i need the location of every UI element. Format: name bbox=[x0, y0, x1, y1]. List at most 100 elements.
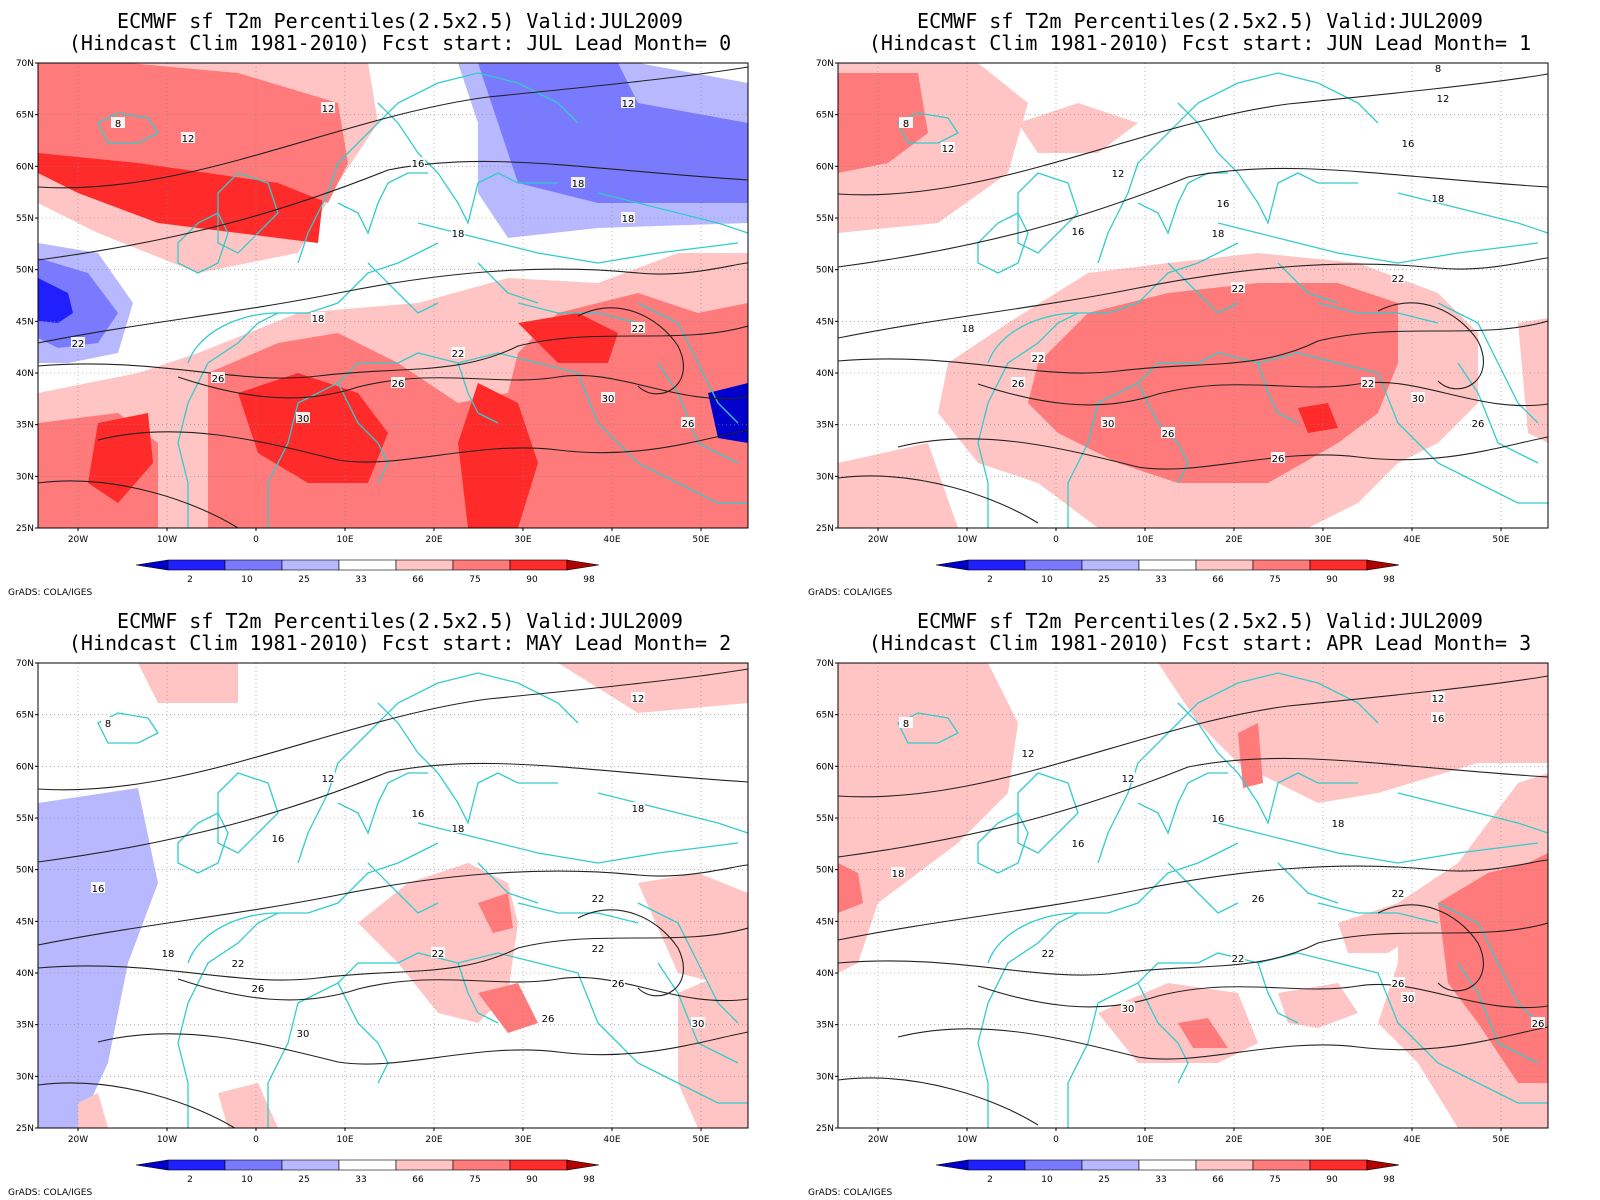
colorbar-label: 33 bbox=[355, 575, 366, 585]
colorbar-segment bbox=[338, 559, 397, 571]
coastline bbox=[597, 192, 748, 234]
lat-tick-label: 55N bbox=[16, 214, 34, 224]
contour-label-bg bbox=[1011, 377, 1025, 388]
map-panel-lead-1: ECMWF sf T2m Percentiles(2.5x2.5) Valid:… bbox=[800, 0, 1600, 600]
lon-tick-label: 40E bbox=[1403, 535, 1420, 545]
contour-label-bg bbox=[391, 377, 405, 388]
contour-layer bbox=[838, 73, 1548, 524]
contour-label: 12 bbox=[1112, 169, 1125, 180]
colorbar-segment bbox=[1309, 1159, 1368, 1171]
contour-label: 18 bbox=[1332, 819, 1345, 830]
lat-tick-label: 65N bbox=[816, 711, 834, 721]
colorbar-segment bbox=[281, 1159, 340, 1171]
lat-tick-label: 70N bbox=[816, 659, 834, 669]
contour-labels: 8 8 12 12 12 16 16 16 18 18 18 22 22 22 22 26 26 26 26 30 30 bbox=[899, 63, 1485, 465]
colorbar-label: 2 bbox=[187, 1175, 193, 1185]
isotherm-line bbox=[38, 66, 748, 189]
coastline bbox=[217, 172, 279, 254]
isotherm-line bbox=[38, 480, 239, 528]
coastline bbox=[1167, 862, 1239, 914]
map-canvas: 8 12 12 12 16 18 18 18 18 22 22 22 26 26 26 30 30 70N 65N 6… bbox=[16, 59, 749, 585]
contour-layer bbox=[38, 66, 748, 528]
lat-tick-label: 25N bbox=[816, 524, 834, 534]
contour-label: 22 bbox=[632, 324, 645, 335]
percentile-shading bbox=[1018, 103, 1138, 153]
contour-label-bg bbox=[296, 412, 310, 423]
contour-label-bg bbox=[591, 892, 605, 903]
coastline bbox=[377, 702, 558, 825]
colorbar-segment bbox=[338, 1159, 397, 1171]
contour-label: 16 bbox=[1212, 814, 1225, 825]
isotherm-line bbox=[977, 381, 1548, 407]
contour-label-bg bbox=[1391, 887, 1405, 898]
lon-tick-label: 30E bbox=[1314, 1135, 1331, 1145]
contour-label-bg bbox=[1411, 392, 1425, 403]
map-area: 8 12 12 12 16 16 16 18 18 22 22 22 26 26 26 30 30 bbox=[838, 663, 1548, 1128]
colorbar: 2 10 25 33 66 75 90 98 bbox=[135, 559, 600, 585]
contour-label-bg bbox=[621, 97, 635, 108]
coastline bbox=[1217, 222, 1539, 264]
coastline bbox=[217, 772, 279, 854]
colorbar-label: 75 bbox=[469, 1175, 480, 1185]
colorbar-segment bbox=[281, 559, 340, 571]
contour-label: 22 bbox=[1362, 379, 1375, 390]
coastline bbox=[1017, 172, 1079, 254]
contour-label: 12 bbox=[1122, 774, 1135, 785]
contour-label-bg bbox=[91, 882, 105, 893]
lon-tick-label: 20E bbox=[1225, 1135, 1242, 1145]
isotherm-line bbox=[897, 1026, 1548, 1060]
contour-label: 30 bbox=[1102, 419, 1115, 430]
colorbar-arrow-high bbox=[566, 559, 600, 571]
coastline bbox=[477, 862, 539, 904]
contour-label-bg bbox=[899, 117, 913, 128]
contour-label: 26 bbox=[1392, 979, 1405, 990]
colorbar-segment bbox=[395, 1159, 454, 1171]
isotherm-line bbox=[838, 475, 1039, 524]
colorbar-segment bbox=[967, 1159, 1026, 1171]
colorbar-segment bbox=[1024, 559, 1083, 571]
colorbar-label: 10 bbox=[1041, 575, 1053, 585]
credit-label: GrADS: COLA/IGES bbox=[808, 588, 893, 598]
contour-label-bg bbox=[1391, 977, 1405, 988]
lat-tick-label: 50N bbox=[816, 866, 834, 876]
contour-label-bg bbox=[631, 322, 645, 333]
contour-label-bg bbox=[1211, 812, 1225, 823]
lat-tick-label: 60N bbox=[816, 762, 834, 772]
isotherm-line bbox=[838, 922, 1548, 976]
contour-label: 16 bbox=[92, 884, 105, 895]
contour-label: 26 bbox=[1532, 1019, 1545, 1030]
colorbar-label: 98 bbox=[1383, 1175, 1395, 1185]
colorbar-arrow-high bbox=[1366, 559, 1400, 571]
colorbar-segment bbox=[1024, 1159, 1083, 1171]
lat-tick-label: 60N bbox=[16, 762, 34, 772]
contour-label-bg bbox=[891, 867, 905, 878]
lon-tick-label: 10E bbox=[1136, 535, 1153, 545]
contour-label: 22 bbox=[592, 894, 605, 905]
panel-title: ECMWF sf T2m Percentiles(2.5x2.5) Valid:… bbox=[917, 9, 1483, 33]
coastline bbox=[97, 112, 159, 144]
contour-label: 30 bbox=[692, 1019, 705, 1030]
shading-layer bbox=[38, 63, 748, 528]
percentile-shading bbox=[838, 663, 1018, 973]
coastline bbox=[177, 842, 439, 1128]
contour-label: 30 bbox=[1412, 394, 1425, 405]
contour-label: 30 bbox=[297, 414, 310, 425]
lon-tick-label: 40E bbox=[1403, 1135, 1420, 1145]
contour-label-bg bbox=[321, 772, 335, 783]
contour-label: 18 bbox=[892, 869, 905, 880]
isotherm-line bbox=[97, 429, 748, 463]
lon-tick-label: 40E bbox=[603, 1135, 620, 1145]
panel-subtitle: (Hindcast Clim 1981-2010) Fcst start: AP… bbox=[868, 631, 1532, 655]
panel-subtitle: (Hindcast Clim 1981-2010) Fcst start: JU… bbox=[68, 31, 732, 55]
isotherm-line bbox=[177, 374, 748, 400]
contour-label: 18 bbox=[452, 824, 465, 835]
colorbar-label: 66 bbox=[1212, 1175, 1224, 1185]
lat-tick-label: 35N bbox=[816, 1021, 834, 1031]
contour-label-bg bbox=[451, 822, 465, 833]
colorbar-segment bbox=[452, 1159, 511, 1171]
lat-tick-label: 35N bbox=[16, 421, 34, 431]
coastline bbox=[177, 242, 439, 528]
coastline bbox=[987, 912, 1079, 964]
lon-tick-label: 20W bbox=[868, 1135, 888, 1145]
map-frame bbox=[37, 662, 749, 1129]
